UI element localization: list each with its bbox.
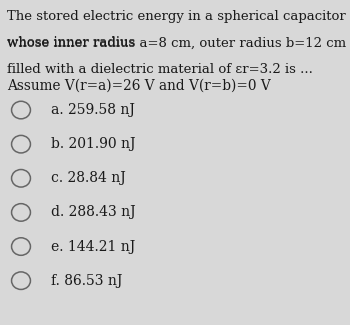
Text: The stored electric energy in a spherical capacitor: The stored electric energy in a spherica… [7,10,346,23]
Text: b. 201.90 nJ: b. 201.90 nJ [51,137,135,151]
Text: f. 86.53 nJ: f. 86.53 nJ [51,274,122,288]
Text: d. 288.43 nJ: d. 288.43 nJ [51,205,135,219]
Text: whose inner radius a=8 cm, outer radius b=12 cm: whose inner radius a=8 cm, outer radius … [7,36,346,49]
Text: a. 259.58 nJ: a. 259.58 nJ [51,103,135,117]
Text: c. 28.84 nJ: c. 28.84 nJ [51,171,126,185]
Text: Assume V(r=a)=26 V and V(r=b)=0 V: Assume V(r=a)=26 V and V(r=b)=0 V [7,79,271,93]
Text: whose inner radius: whose inner radius [7,36,140,49]
Text: e. 144.21 nJ: e. 144.21 nJ [51,240,135,254]
Text: filled with a dielectric material of εr=3.2 is ...: filled with a dielectric material of εr=… [7,63,313,76]
